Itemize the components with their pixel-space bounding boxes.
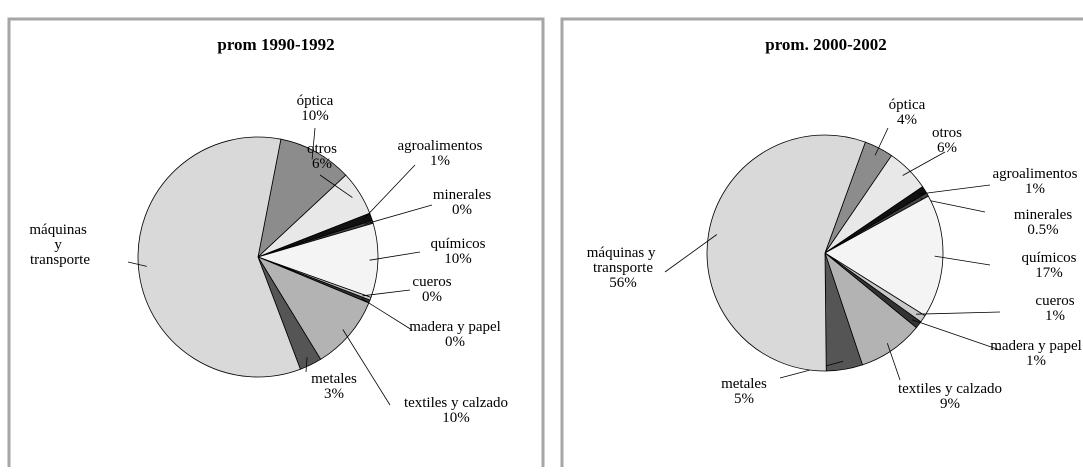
leader-line: [362, 164, 416, 220]
label-line: máquinas: [29, 222, 90, 238]
slice-label: cueros: [412, 274, 451, 290]
label-line: otros: [307, 141, 337, 157]
slice-label: madera y papel: [990, 338, 1082, 354]
value-label: 17%: [1035, 265, 1063, 281]
pie-slice: [257, 138, 347, 259]
label-line: y: [54, 237, 65, 253]
slice-label: cueros: [1035, 293, 1074, 309]
pie-slice: [706, 134, 866, 372]
label-line: minerales: [1014, 207, 1072, 223]
label-line: cueros: [412, 274, 451, 290]
label-line: textiles y calzado: [404, 395, 508, 411]
label-line: óptica: [889, 97, 926, 113]
slice-label: máquinas y transporte: [587, 245, 660, 276]
label-line: químicos: [431, 236, 486, 252]
leader-line: [362, 289, 411, 297]
leader-line: [364, 204, 433, 225]
leader-line: [369, 251, 421, 261]
label-line: minerales: [433, 187, 491, 203]
value-label: 10%: [442, 410, 470, 426]
leader-line: [917, 184, 991, 195]
slice-label: otros: [307, 141, 337, 157]
slice-label: agroalimentos: [398, 138, 483, 154]
slice-label: químicos: [1022, 250, 1077, 266]
slice-label: óptica: [297, 93, 334, 109]
label-line: transporte: [593, 260, 653, 276]
value-label: 1%: [430, 153, 450, 169]
label-line: madera y papel: [409, 319, 501, 335]
label-line: madera y papel: [990, 338, 1082, 354]
slice-label: óptica: [889, 97, 926, 113]
slice-label: textiles y calzado: [404, 395, 508, 411]
pie-slice: [256, 222, 379, 298]
label-line: metales: [721, 376, 767, 392]
value-label: 6%: [937, 140, 957, 156]
leader-line: [916, 311, 1001, 315]
leader-line: [319, 174, 353, 198]
slice-label: madera y papel: [409, 319, 501, 335]
label-line: agroalimentos: [993, 166, 1078, 182]
value-label: 0%: [422, 289, 442, 305]
leader-line: [902, 151, 946, 176]
leader-line: [342, 329, 391, 406]
value-label: 3%: [324, 386, 344, 402]
value-label: 6%: [312, 156, 332, 172]
label-line: metales: [311, 371, 357, 387]
value-label: 10%: [301, 108, 329, 124]
leader-line: [127, 261, 147, 267]
pie-slice: [137, 136, 301, 378]
slice-label: químicos: [431, 236, 486, 252]
value-label: 0%: [445, 334, 465, 350]
leader-line: [361, 298, 413, 331]
value-label: 56%: [609, 275, 637, 291]
slice-label: otros: [932, 125, 962, 141]
slice-label: metales: [311, 371, 357, 387]
leader-line: [311, 127, 316, 160]
leader-line: [886, 343, 901, 381]
leader-line: [874, 127, 889, 156]
slice-label: textiles y calzado: [898, 381, 1002, 397]
value-label: 1%: [1025, 181, 1045, 197]
leader-line: [305, 357, 308, 373]
label-line: cueros: [1035, 293, 1074, 309]
chart-title: prom 1990-1992: [217, 35, 334, 54]
leader-line: [911, 319, 1001, 351]
label-line: otros: [932, 125, 962, 141]
pie-slice: [824, 195, 944, 317]
value-label: 1%: [1026, 353, 1046, 369]
label-line: textiles y calzado: [898, 381, 1002, 397]
value-label: 0.5%: [1027, 222, 1058, 238]
slice-label: minerales: [433, 187, 491, 203]
value-label: 1%: [1045, 308, 1065, 324]
chart-title: prom. 2000-2002: [765, 35, 887, 54]
label-line: transporte: [30, 252, 90, 268]
leader-line: [664, 234, 718, 273]
value-label: 9%: [940, 396, 960, 412]
value-label: 5%: [734, 391, 754, 407]
value-label: 4%: [897, 112, 917, 128]
slice-label: metales: [721, 376, 767, 392]
label-line: químicos: [1022, 250, 1077, 266]
label-line: agroalimentos: [398, 138, 483, 154]
pie-slice: [257, 256, 370, 360]
slice-label: minerales: [1014, 207, 1072, 223]
slice-label: máquinas y transporte: [29, 222, 90, 268]
label-line: óptica: [297, 93, 334, 109]
value-label: 10%: [444, 251, 472, 267]
leader-line: [934, 255, 991, 266]
label-line: máquinas y: [587, 245, 660, 261]
value-label: 0%: [452, 202, 472, 218]
slice-label: agroalimentos: [993, 166, 1078, 182]
